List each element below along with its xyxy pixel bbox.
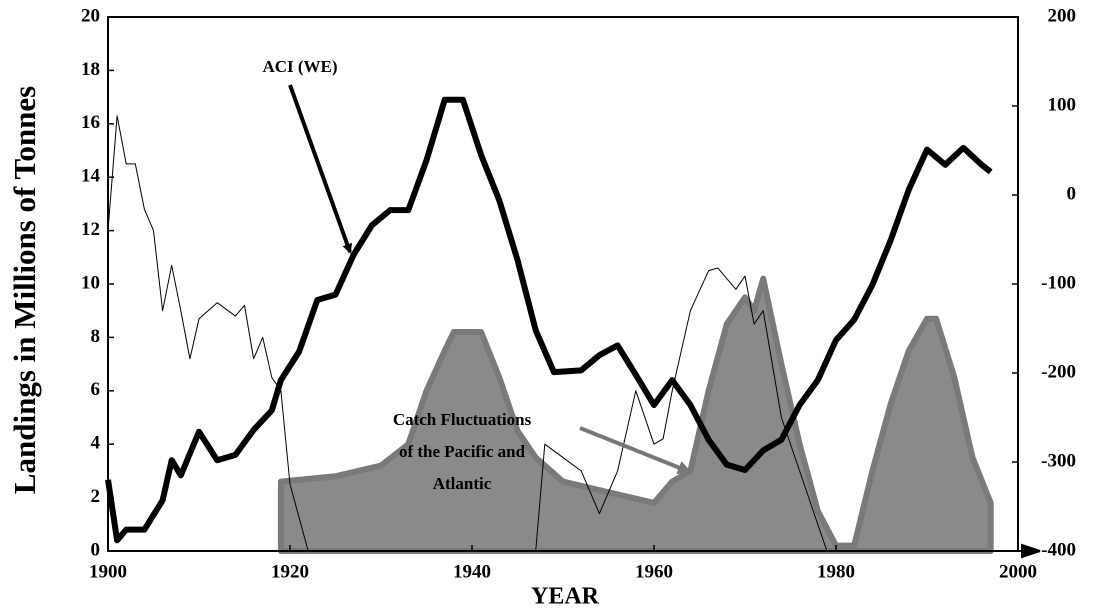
y-tick-label: 10 (81, 272, 100, 293)
y-tick-label: 18 (81, 59, 100, 80)
annotation-arrow (579, 426, 692, 475)
y2-tick-label: -400 (1041, 539, 1076, 560)
y-tick-label: 6 (91, 379, 101, 400)
y-tick-label: 2 (91, 486, 101, 507)
x-tick-label: 1900 (89, 561, 127, 582)
y-tick-label: 14 (81, 166, 101, 187)
y2-tick-label: 100 (1048, 94, 1077, 115)
y2-tick-label: -100 (1041, 272, 1076, 293)
x-axis-arrow (1000, 543, 1041, 559)
landings-line (107, 115, 309, 552)
y-tick-label: 12 (81, 219, 100, 240)
y-tick-label: 20 (81, 5, 100, 26)
y-tick-label: 16 (81, 112, 100, 133)
y2-tick-label: -300 (1041, 450, 1076, 471)
y-tick-label: 4 (91, 433, 101, 454)
annotation: of the Pacific and (399, 442, 526, 461)
y2-tick-label: 0 (1067, 183, 1077, 204)
annotation: Atlantic (433, 474, 492, 493)
annotation-arrow (288, 84, 353, 254)
landings-line (535, 267, 828, 552)
x-tick-label: 1920 (271, 561, 309, 582)
y-axis-label: Landings in Millions of Tonnes (7, 86, 42, 494)
x-tick-label: 1980 (817, 561, 855, 582)
x-tick-label: 1940 (453, 561, 491, 582)
y-tick-label: 0 (91, 539, 101, 560)
annotation: Catch Fluctuations (393, 410, 532, 429)
annotation: ACI (WE) (262, 57, 337, 76)
aci-line (105, 96, 993, 544)
catch-area (277, 275, 994, 554)
x-tick-label: 2000 (999, 561, 1037, 582)
y2-tick-label: -200 (1041, 361, 1076, 382)
y2-tick-label: 200 (1048, 5, 1077, 26)
x-tick-label: 1960 (635, 561, 673, 582)
x-axis-label: YEAR (531, 584, 600, 610)
plot-area (105, 96, 994, 554)
y-tick-label: 8 (91, 326, 101, 347)
